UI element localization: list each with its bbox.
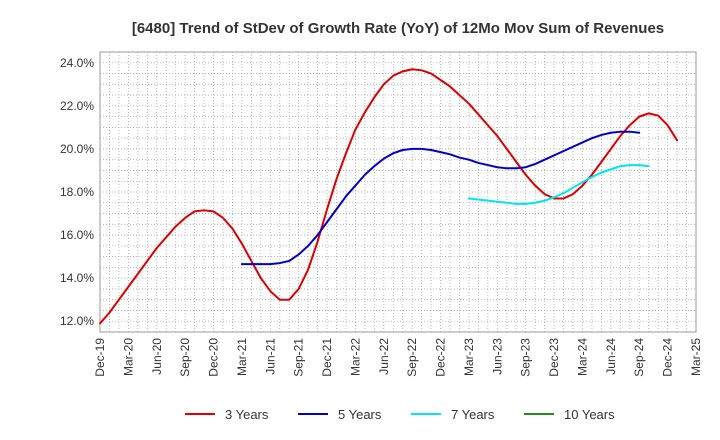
chart-title: [6480] Trend of StDev of Growth Rate (Yo… <box>132 20 664 37</box>
x-tick-label: Dec-23 <box>547 338 561 377</box>
x-tick-label: Jun-23 <box>490 338 504 375</box>
grid <box>100 52 696 332</box>
x-tick-label: Dec-19 <box>93 338 107 377</box>
series-line-3-years <box>99 68 679 325</box>
legend-label: 3 Years <box>225 407 269 422</box>
legend-label: 7 Years <box>451 407 495 422</box>
x-tick-label: Dec-20 <box>207 338 221 377</box>
x-tick-label: Jun-24 <box>604 338 618 375</box>
x-tick-label: Sep-21 <box>292 338 306 377</box>
x-tick-label: Mar-23 <box>462 338 476 376</box>
series-line-7-years <box>467 164 650 205</box>
x-tick-label: Jun-20 <box>150 338 164 375</box>
x-tick-label: Dec-21 <box>320 338 334 377</box>
x-tick-label: Mar-22 <box>348 338 362 376</box>
x-tick-label: Sep-23 <box>519 338 533 377</box>
y-tick-label: 16.0% <box>60 228 94 242</box>
x-tick-label: Jun-22 <box>377 338 391 375</box>
series-lines <box>99 68 679 325</box>
legend: 3 Years 5 Years 7 Years 10 Years <box>185 407 615 422</box>
x-axis-ticks: Dec-19 Mar-20 Jun-20 Sep-20 Dec-20 Mar-21 Jun-… <box>93 338 703 377</box>
x-tick-label: Mar-20 <box>121 338 135 376</box>
legend-label: 10 Years <box>564 407 615 422</box>
x-tick-label: Mar-25 <box>689 338 703 376</box>
x-tick-label: Mar-24 <box>575 338 589 376</box>
x-tick-label: Sep-20 <box>178 338 192 377</box>
y-tick-label: 12.0% <box>60 314 94 328</box>
y-axis-ticks: 12.0% 14.0% 16.0% 18.0% 20.0% 22.0% 24.0% <box>60 56 94 328</box>
series-line-5-years <box>240 130 641 266</box>
x-tick-label: Dec-22 <box>434 338 448 377</box>
x-tick-label: Mar-21 <box>235 338 249 376</box>
x-tick-label: Sep-24 <box>632 338 646 377</box>
y-tick-label: 18.0% <box>60 185 94 199</box>
legend-label: 5 Years <box>338 407 382 422</box>
y-tick-label: 20.0% <box>60 142 94 156</box>
x-tick-label: Jun-21 <box>263 338 277 375</box>
y-tick-label: 22.0% <box>60 99 94 113</box>
y-tick-label: 14.0% <box>60 271 94 285</box>
x-tick-label: Dec-24 <box>661 338 675 377</box>
y-tick-label: 24.0% <box>60 56 94 70</box>
x-tick-label: Sep-22 <box>405 338 419 377</box>
